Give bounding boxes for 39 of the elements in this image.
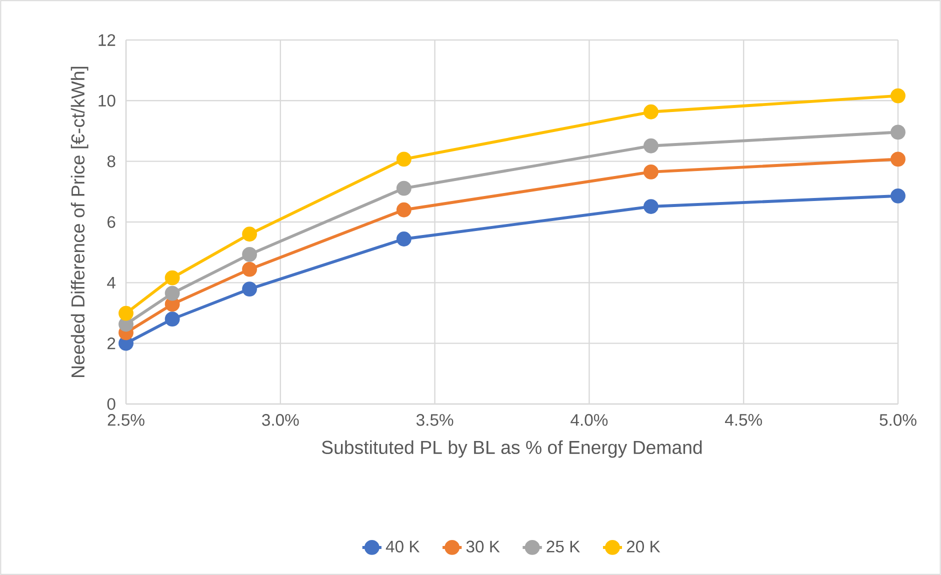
legend-label: 20 K [626, 540, 660, 552]
point [396, 180, 412, 196]
point [890, 188, 906, 204]
point [644, 138, 658, 154]
point [242, 226, 257, 242]
y-tick-label: 8 [107, 155, 116, 168]
point [242, 246, 257, 262]
point [396, 202, 412, 218]
y-tick-label: 2 [108, 338, 116, 350]
y-tick-label: 6 [108, 216, 116, 228]
point [164, 270, 180, 286]
legend-label: 25 K [546, 540, 580, 552]
x-tick-label: 3.5% [416, 414, 454, 426]
x-tick-label: 4.5% [724, 414, 762, 426]
x-tick-label: 4.0% [570, 414, 608, 426]
point [164, 286, 180, 301]
point [164, 312, 180, 327]
x-tick-label: 5.0% [880, 414, 916, 426]
y-tick-label: 10 [98, 94, 116, 107]
point [644, 104, 658, 120]
y-axis-title: Needed Difference of Price [€-ct/kWh] [70, 66, 88, 377]
y-tick-label: 12 [98, 34, 116, 46]
point [396, 152, 412, 167]
x-tick-label: 3.0% [262, 414, 299, 426]
point [890, 124, 906, 140]
point [396, 232, 412, 246]
y-tick-label: 4 [107, 276, 116, 288]
point [644, 199, 658, 214]
legend-label: 40 K [386, 540, 420, 552]
point [644, 164, 658, 180]
point [118, 306, 134, 321]
x-tick-label: 2.5% [108, 414, 144, 426]
point [242, 282, 257, 297]
x-axis-title: Substituted PL by BL as % of Energy Demand [322, 440, 702, 458]
y-tick-label: 0 [107, 398, 116, 410]
point [890, 88, 906, 104]
point [242, 262, 257, 277]
point [890, 152, 906, 167]
legend-label: 30 K [466, 540, 500, 552]
